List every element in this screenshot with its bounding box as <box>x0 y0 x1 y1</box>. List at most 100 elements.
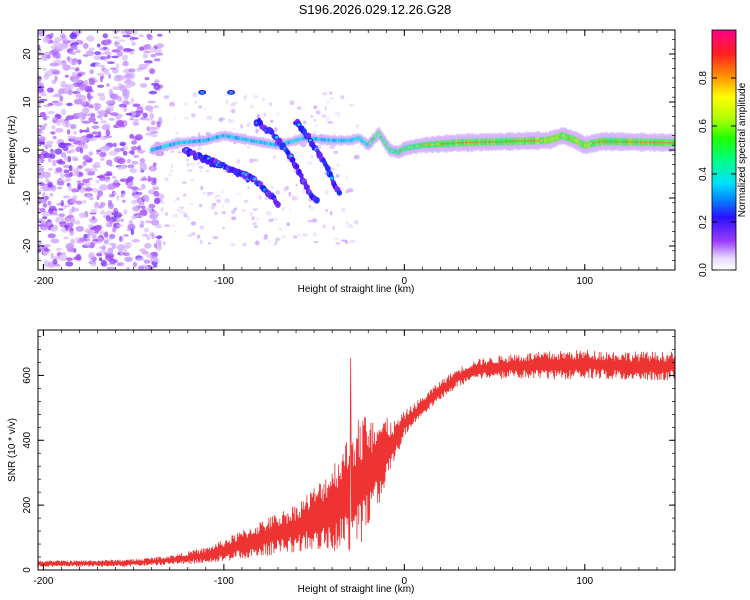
track-blob <box>314 197 320 204</box>
noise-blob <box>249 211 254 217</box>
noise-blob <box>324 189 329 195</box>
noise-blob <box>127 165 135 168</box>
noise-blob <box>88 116 96 123</box>
noise-blob <box>345 189 350 194</box>
noise-blob <box>168 173 173 177</box>
noise-blob <box>141 183 146 190</box>
noise-blob <box>186 163 191 167</box>
noise-blob <box>144 77 150 81</box>
spectrogram-ytick-label: 20 <box>22 48 33 60</box>
noise-blob <box>131 215 137 220</box>
noise-blob <box>58 221 67 225</box>
noise-blob <box>326 146 332 149</box>
noise-blob <box>174 229 177 233</box>
noise-blob <box>139 248 147 253</box>
noise-blob <box>91 136 98 141</box>
noise-blob <box>106 54 111 59</box>
noise-blob <box>82 200 87 204</box>
spectrogram-ytick-label: -10 <box>22 190 33 205</box>
noise-blob <box>152 177 157 184</box>
noise-blob <box>276 190 280 195</box>
noise-blob <box>88 78 95 85</box>
noise-blob <box>40 208 46 213</box>
noise-blob <box>60 108 67 116</box>
noise-blob <box>64 173 72 178</box>
colorbar-tick-label: 0.0 <box>698 263 709 277</box>
noise-blob <box>52 135 57 140</box>
noise-blob <box>132 261 137 268</box>
noise-blob <box>147 100 156 104</box>
noise-blob <box>153 58 161 62</box>
noise-blob <box>39 141 46 145</box>
noise-blob <box>250 104 254 109</box>
noise-blob <box>84 89 94 93</box>
noise-blob <box>71 71 77 78</box>
noise-blob <box>264 196 269 201</box>
noise-blob <box>136 149 146 153</box>
track-peak <box>289 154 293 158</box>
noise-blob <box>132 193 140 199</box>
noise-blob <box>196 234 201 239</box>
noise-blob <box>62 120 71 127</box>
noise-blob <box>180 209 185 215</box>
noise-blob <box>125 82 132 89</box>
noise-blob <box>98 250 107 254</box>
noise-blob <box>179 206 183 209</box>
noise-blob <box>49 62 59 67</box>
noise-blob <box>44 248 50 252</box>
noise-blob <box>156 235 162 239</box>
noise-blob <box>110 93 119 101</box>
noise-blob <box>192 92 198 98</box>
noise-blob <box>38 131 44 134</box>
noise-blob <box>123 209 128 215</box>
noise-blob <box>176 209 181 212</box>
noise-blob <box>173 199 177 202</box>
noise-blob <box>136 67 142 72</box>
noise-blob <box>272 217 278 221</box>
noise-blob <box>47 222 52 226</box>
colorbar-tick-label: 0.2 <box>698 215 709 229</box>
noise-blob <box>107 61 115 64</box>
noise-blob <box>82 160 87 167</box>
noise-blob <box>262 98 265 101</box>
noise-blob <box>98 257 103 262</box>
noise-blob <box>38 158 42 164</box>
noise-blob <box>135 205 140 211</box>
noise-blob <box>69 32 78 40</box>
noise-blob <box>347 187 350 191</box>
noise-blob <box>77 165 83 169</box>
noise-blob <box>40 54 49 61</box>
noise-blob <box>87 224 94 229</box>
noise-blob <box>64 74 69 78</box>
noise-blob <box>66 222 74 228</box>
noise-blob <box>198 105 203 109</box>
noise-blob <box>50 149 56 154</box>
noise-blob <box>79 41 84 45</box>
noise-blob <box>112 226 117 233</box>
noise-blob <box>199 239 203 245</box>
noise-blob <box>70 44 78 51</box>
noise-blob <box>136 257 145 261</box>
noise-blob <box>96 43 101 48</box>
noise-blob <box>56 181 65 186</box>
noise-blob <box>42 171 51 178</box>
noise-blob <box>335 242 341 245</box>
noise-blob <box>46 54 51 59</box>
noise-blob <box>143 60 153 64</box>
noise-blob <box>275 240 278 246</box>
noise-blob <box>143 259 151 264</box>
snr-xtick-label: 0 <box>402 576 408 587</box>
noise-blob <box>87 171 96 176</box>
noise-blob <box>73 256 82 261</box>
noise-blob <box>95 62 100 67</box>
noise-blob <box>71 62 77 66</box>
noise-blob <box>148 90 158 95</box>
noise-blob <box>119 235 123 242</box>
noise-blob <box>54 75 58 82</box>
colorbar <box>711 29 737 271</box>
noise-blob <box>113 74 121 82</box>
noise-blob <box>65 261 74 267</box>
snr-ytick-label: 0 <box>22 567 33 573</box>
noise-blob <box>153 264 158 268</box>
spectrogram-xtick-label: -200 <box>33 276 53 287</box>
